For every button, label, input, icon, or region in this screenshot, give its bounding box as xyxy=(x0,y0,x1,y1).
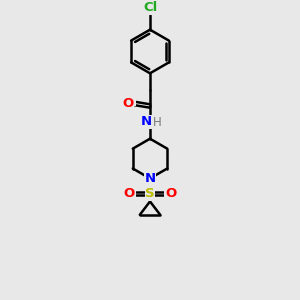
Text: S: S xyxy=(145,187,155,200)
Text: O: O xyxy=(123,97,134,110)
Text: H: H xyxy=(152,116,161,129)
Bar xyxy=(129,190,136,196)
Text: O: O xyxy=(166,187,177,200)
Bar xyxy=(129,100,136,106)
Bar xyxy=(147,175,153,182)
Bar xyxy=(145,118,155,125)
Text: N: N xyxy=(144,172,156,185)
Bar xyxy=(164,190,171,196)
Text: O: O xyxy=(123,187,134,200)
Text: Cl: Cl xyxy=(143,2,157,14)
Bar xyxy=(147,190,153,197)
Text: N: N xyxy=(141,115,152,128)
